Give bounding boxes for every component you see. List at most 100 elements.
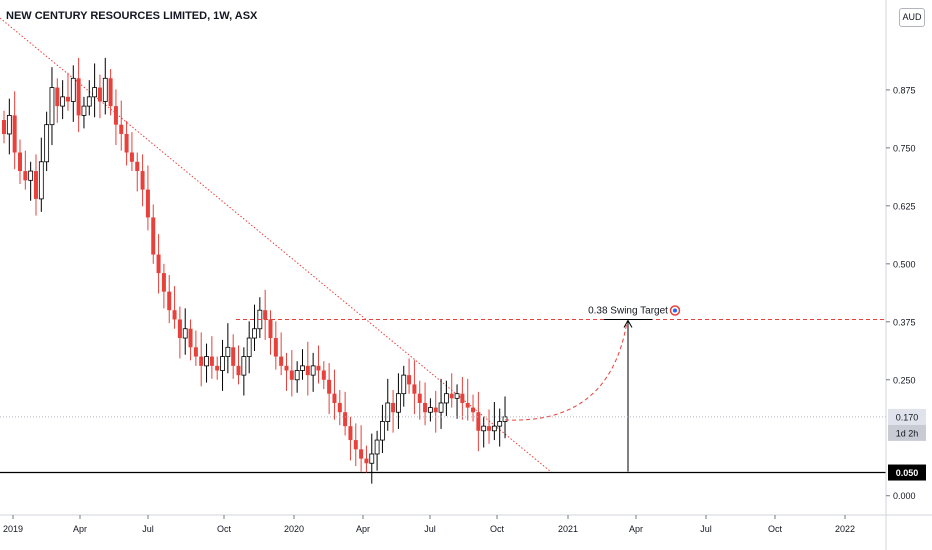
candle-body[interactable] <box>300 365 305 371</box>
candle-body[interactable] <box>321 370 326 380</box>
candle-body[interactable] <box>140 171 145 190</box>
candle-body[interactable] <box>454 393 460 399</box>
candle-body[interactable] <box>188 328 193 348</box>
candle-body[interactable] <box>65 96 70 102</box>
candle-body[interactable] <box>327 379 332 394</box>
candle-body[interactable] <box>427 407 433 413</box>
candle-body[interactable] <box>391 402 396 413</box>
candle-body[interactable] <box>167 291 172 311</box>
candle-body[interactable] <box>337 402 342 413</box>
currency-badge[interactable]: AUD <box>899 8 925 27</box>
candle-body[interactable] <box>343 412 348 427</box>
candle-body[interactable] <box>38 161 44 200</box>
projection-curve[interactable] <box>504 321 628 421</box>
descending-trendline[interactable] <box>0 17 553 473</box>
candle-body[interactable] <box>49 87 55 126</box>
candle-body[interactable] <box>177 319 182 339</box>
candle-body[interactable] <box>263 310 268 320</box>
candle-body[interactable] <box>412 384 417 394</box>
candle-body[interactable] <box>438 402 444 413</box>
candle-body[interactable] <box>145 189 150 218</box>
candle-body[interactable] <box>81 105 87 116</box>
candle-body[interactable] <box>364 458 369 464</box>
candle-body[interactable] <box>401 374 407 395</box>
candle-body[interactable] <box>279 356 284 366</box>
candle-body[interactable] <box>369 453 375 464</box>
candle-body[interactable] <box>423 402 428 413</box>
candle-body[interactable] <box>193 347 198 357</box>
candle-body[interactable] <box>70 77 76 102</box>
candle-body[interactable] <box>2 120 6 134</box>
candle-body[interactable] <box>289 370 294 380</box>
candle-body[interactable] <box>465 402 470 408</box>
candle-body[interactable] <box>76 78 81 116</box>
candle-body[interactable] <box>332 393 337 403</box>
candle-body[interactable] <box>97 87 102 102</box>
candle-body[interactable] <box>284 365 289 371</box>
candle-body[interactable] <box>252 328 257 339</box>
candle-body[interactable] <box>44 124 50 163</box>
candle-body[interactable] <box>86 96 92 107</box>
candle-body[interactable] <box>55 87 60 107</box>
candle-body[interactable] <box>151 217 156 255</box>
candle-body[interactable] <box>502 416 508 422</box>
candle-body[interactable] <box>12 115 17 153</box>
candle-body[interactable] <box>225 346 231 357</box>
candle-body[interactable] <box>204 356 209 367</box>
candle-body[interactable] <box>471 407 476 413</box>
candle-body[interactable] <box>268 319 273 339</box>
candle-body[interactable] <box>487 426 492 431</box>
candle-body[interactable] <box>172 310 177 320</box>
candle-body[interactable] <box>28 170 34 181</box>
candle-body[interactable] <box>156 254 161 274</box>
candle-body[interactable] <box>33 171 38 199</box>
candle-body[interactable] <box>23 171 28 181</box>
candle-body[interactable] <box>449 393 454 399</box>
candle-body[interactable] <box>199 356 204 366</box>
candle-body[interactable] <box>113 106 118 125</box>
candle-body[interactable] <box>273 338 278 357</box>
candle-body[interactable] <box>348 426 353 441</box>
candle-body[interactable] <box>316 365 321 371</box>
candle-body[interactable] <box>407 375 412 385</box>
candle-body[interactable] <box>92 87 98 98</box>
candle-body[interactable] <box>161 273 166 292</box>
candle-body[interactable] <box>108 78 113 107</box>
candle-body[interactable] <box>236 365 241 376</box>
candle-body[interactable] <box>359 449 364 459</box>
candle-body[interactable] <box>129 152 134 162</box>
candle-body[interactable] <box>124 133 129 153</box>
candle-body[interactable] <box>241 356 247 376</box>
candle-body[interactable] <box>231 347 236 366</box>
time-axis[interactable]: 2019 Apr Jul Oct 2020 Apr Jul Oct 2021 Apr Jul Oct 2… <box>0 514 932 534</box>
candle-body[interactable] <box>17 152 22 172</box>
candle-body[interactable] <box>215 365 220 371</box>
candle-body[interactable] <box>417 393 422 403</box>
candle-body[interactable] <box>135 161 140 172</box>
candle-body[interactable] <box>497 421 503 427</box>
candle-body[interactable] <box>305 365 310 376</box>
candle-body[interactable] <box>396 393 401 413</box>
candle-body[interactable] <box>481 425 487 432</box>
candle-body[interactable] <box>6 115 12 135</box>
candle-body[interactable] <box>182 328 188 339</box>
candle-body[interactable] <box>310 365 316 376</box>
candle-body[interactable] <box>119 124 124 134</box>
candle-body[interactable] <box>220 356 225 371</box>
candle-body[interactable] <box>443 393 449 404</box>
candle-body[interactable] <box>433 407 438 413</box>
candle-body[interactable] <box>476 412 481 431</box>
candle-body[interactable] <box>460 393 465 403</box>
candle-body[interactable] <box>491 425 497 432</box>
candle-body[interactable] <box>60 96 66 107</box>
time-tick-label: Jul <box>142 524 154 534</box>
candle-body[interactable] <box>353 440 358 450</box>
candle-body[interactable] <box>385 402 391 422</box>
candle-body[interactable] <box>246 337 252 357</box>
candle-body[interactable] <box>380 421 385 441</box>
candle-body[interactable] <box>294 370 300 381</box>
candle-body[interactable] <box>374 439 380 455</box>
price-axis[interactable]: 0.875 0.750 0.625 0.500 0.375 0.250 0.000 0.170… <box>885 0 926 550</box>
candle-body[interactable] <box>102 77 108 102</box>
candle-body[interactable] <box>209 356 214 366</box>
